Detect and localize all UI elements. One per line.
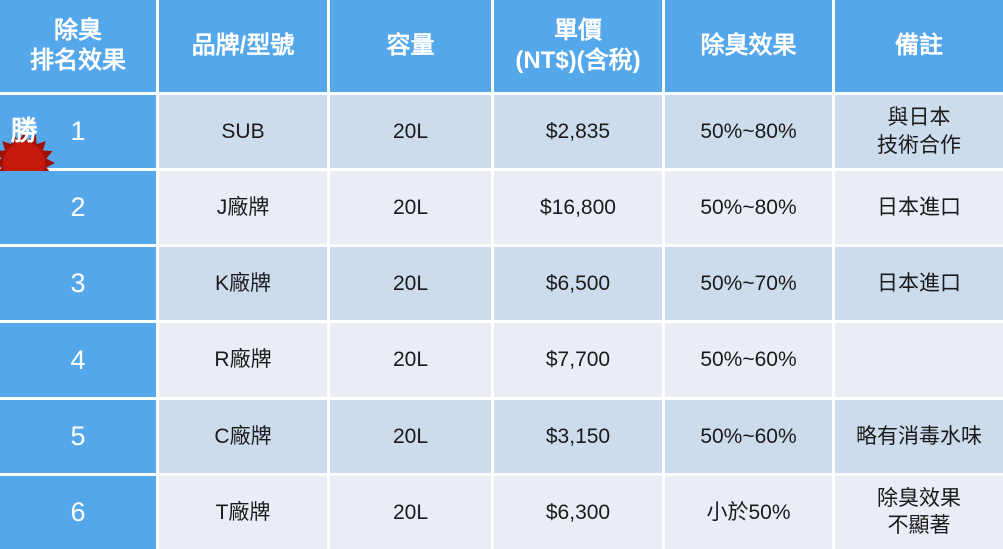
note-cell: 日本進口 xyxy=(835,247,1003,321)
header-price: 單價 (NT$)(含稅) xyxy=(494,0,662,92)
price-cell: $3,150 xyxy=(494,399,662,473)
capacity-cell: 20L xyxy=(330,475,491,549)
brand-cell: J廠牌 xyxy=(159,171,327,245)
rank-cell-3: 3 xyxy=(0,247,156,321)
note-cell: 日本進口 xyxy=(835,171,1003,245)
rank-cell-4: 4 xyxy=(0,323,156,397)
winner-badge: 勝 xyxy=(0,101,55,194)
price-cell: $7,700 xyxy=(494,323,662,397)
note-cell: 略有消毒水味 xyxy=(835,399,1003,473)
price-cell: $2,835 xyxy=(494,95,662,169)
capacity-cell: 20L xyxy=(330,323,491,397)
capacity-cell: 20L xyxy=(330,95,491,169)
rank-value: 1 xyxy=(70,116,86,147)
note-cell xyxy=(835,323,1003,397)
brand-cell: K廠牌 xyxy=(159,247,327,321)
header-capacity: 容量 xyxy=(330,0,491,92)
rank-cell-5: 5 xyxy=(0,399,156,473)
capacity-cell: 20L xyxy=(330,399,491,473)
note-cell: 除臭效果 不顯著 xyxy=(835,475,1003,549)
effect-cell: 50%~60% xyxy=(665,399,832,473)
effect-cell: 50%~80% xyxy=(665,95,832,169)
brand-cell: R廠牌 xyxy=(159,323,327,397)
header-rank: 除臭 排名效果 xyxy=(0,0,156,92)
effect-cell: 50%~60% xyxy=(665,323,832,397)
effect-cell: 小於50% xyxy=(665,475,832,549)
price-cell: $6,500 xyxy=(494,247,662,321)
rank-cell-6: 6 xyxy=(0,475,156,549)
capacity-cell: 20L xyxy=(330,247,491,321)
header-effect: 除臭效果 xyxy=(665,0,832,92)
rank-cell-2: 2 xyxy=(0,171,156,245)
brand-cell: C廠牌 xyxy=(159,399,327,473)
header-brand: 品牌/型號 xyxy=(159,0,327,92)
brand-cell: T廠牌 xyxy=(159,475,327,549)
rank-cell-1: 勝 1 xyxy=(0,95,156,194)
winner-badge-label: 勝 xyxy=(10,116,38,147)
effect-cell: 50%~70% xyxy=(665,247,832,321)
capacity-cell: 20L xyxy=(330,171,491,245)
effect-cell: 50%~80% xyxy=(665,171,832,245)
brand-cell: SUB xyxy=(159,95,327,169)
header-note: 備註 xyxy=(835,0,1003,92)
note-cell: 與日本 技術合作 xyxy=(835,95,1003,169)
price-cell: $16,800 xyxy=(494,171,662,245)
price-cell: $6,300 xyxy=(494,475,662,549)
